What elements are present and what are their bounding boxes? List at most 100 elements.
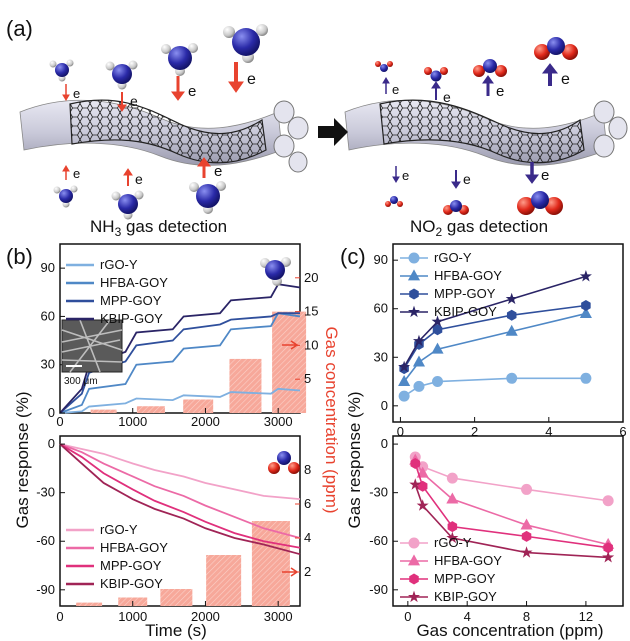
panel-b-y-title: Gas response (%) <box>13 392 32 529</box>
x-tick-label: 2000 <box>191 414 220 429</box>
y-tick-label: -60 <box>36 533 55 548</box>
series-line-rgo-y <box>59 387 301 414</box>
data-point <box>413 380 425 392</box>
no2-electron-labels: e e e e e e e <box>392 71 570 187</box>
electron-label: e <box>188 83 196 100</box>
data-point <box>447 521 458 533</box>
series-line-rgo-y <box>59 443 301 501</box>
data-point <box>398 390 410 402</box>
legend-label: KBIP-GOY <box>100 311 163 326</box>
nh3-molecules <box>49 24 268 220</box>
nh3-molecule-icon <box>260 257 291 286</box>
panel-c: (c) Gas response (%) Gas concentration (… <box>340 243 627 640</box>
nh3-nanotube-bundle <box>19 99 309 173</box>
data-point <box>431 342 444 354</box>
data-point <box>412 334 425 347</box>
data-point <box>602 551 615 563</box>
legend-label: HFBA-GOY <box>434 268 502 283</box>
nh3-caption: NH3 gas detection <box>90 217 227 239</box>
y2-tick-label: 8 <box>304 462 311 477</box>
electron-label: e <box>73 166 80 181</box>
x-tick-label: 1000 <box>118 609 147 624</box>
concentration-bar <box>272 311 307 413</box>
electron-label: e <box>130 93 138 109</box>
panel-c-y-title: Gas response (%) <box>345 392 364 529</box>
data-point <box>506 372 518 384</box>
series-line-kbip-goy <box>59 443 301 556</box>
transition-arrow-icon <box>318 118 348 146</box>
x-tick-label: 0 <box>397 424 404 439</box>
nh3-electron-arrows <box>62 62 244 186</box>
data-point <box>410 458 421 470</box>
legend-label: rGO-Y <box>434 535 472 550</box>
concentration-bar <box>160 589 193 606</box>
x-tick-label: 2 <box>471 424 478 439</box>
data-point <box>446 492 459 504</box>
x-tick-label: 0 <box>56 414 63 429</box>
x-tick-label: 8 <box>523 609 530 624</box>
y-tick-label: 30 <box>374 349 388 364</box>
panel-c-bottom-legend: rGO-Y HFBA-GOY MPP-GOY KBIP-GOY <box>400 535 502 604</box>
panel-c-x-title: Gas concentration (ppm) <box>416 621 603 640</box>
data-point <box>603 542 613 554</box>
x-tick-label: 2000 <box>191 609 220 624</box>
data-point <box>521 530 532 542</box>
series-line-hfba-goy <box>59 312 301 414</box>
y-tick-label: 0 <box>48 405 55 420</box>
data-point <box>408 537 420 549</box>
electron-label: e <box>135 171 143 187</box>
electron-label: e <box>214 163 222 180</box>
y2-tick-label: 15 <box>304 304 318 319</box>
legend-label: KBIP-GOY <box>100 576 163 591</box>
no2-molecule-icon <box>268 451 300 474</box>
panel-c-top-y-ticks: 0 30 60 90 <box>374 252 398 413</box>
panel-c-bottom-frame <box>392 435 624 607</box>
electron-label: e <box>247 71 256 88</box>
concentration-bar <box>90 409 117 413</box>
panel-b: (b) Gas response (%) Gas concentration (… <box>6 243 341 640</box>
concentration-bar <box>206 555 242 606</box>
electron-label: e <box>392 82 399 97</box>
no2-nanotube-bundle <box>344 99 628 166</box>
electron-label: e <box>443 89 451 105</box>
electron-label: e <box>561 71 570 88</box>
panel-a: (a) <box>6 16 628 239</box>
data-point <box>520 518 533 530</box>
sem-scale-label: 300 μm <box>64 376 98 387</box>
legend-label: KBIP-GOY <box>434 589 497 604</box>
sem-inset: 300 μm <box>61 319 123 387</box>
data-point <box>407 554 421 566</box>
legend-label: rGO-Y <box>100 257 138 272</box>
data-point <box>407 590 421 603</box>
x-tick-label: 1000 <box>118 414 147 429</box>
y-tick-label: 90 <box>41 260 55 275</box>
panel-b-top-conc-bars <box>90 311 307 413</box>
series-line-hfba-goy <box>59 443 301 539</box>
no2-molecules <box>375 37 578 215</box>
concentration-bar <box>229 358 262 413</box>
series-line-rgo-y <box>403 377 586 397</box>
x-tick-label: 12 <box>579 609 593 624</box>
panel-c-top-legend: rGO-Y HFBA-GOY MPP-GOY KBIP-GOY <box>400 250 502 319</box>
legend-label: rGO-Y <box>100 522 138 537</box>
x-tick-label: 4 <box>464 609 471 624</box>
legend-label: MPP-GOY <box>100 293 162 308</box>
y2-tick-label: 2 <box>304 564 311 579</box>
panel-b-top-legend: rGO-Y HFBA-GOY MPP-GOY KBIP-GOY <box>66 257 168 326</box>
electron-label: e <box>541 167 549 184</box>
data-point <box>505 324 518 336</box>
data-point <box>506 309 517 321</box>
y-tick-label: 60 <box>41 308 55 323</box>
x-tick-label: 0 <box>56 609 63 624</box>
data-point <box>505 292 518 305</box>
y-tick-label: 30 <box>41 357 55 372</box>
y2-tick-label: 20 <box>304 270 318 285</box>
y-tick-label: 90 <box>374 252 388 267</box>
series-line-mpp-goy <box>59 312 300 414</box>
electron-label: e <box>73 86 80 101</box>
panel-c-top-x-ticks: 0 2 4 6 <box>397 417 627 439</box>
panel-b-label: (b) <box>6 244 33 269</box>
panel-b-top-y-ticks: 0 30 60 90 <box>41 260 65 420</box>
right-axis-arrow-icon <box>282 340 299 350</box>
